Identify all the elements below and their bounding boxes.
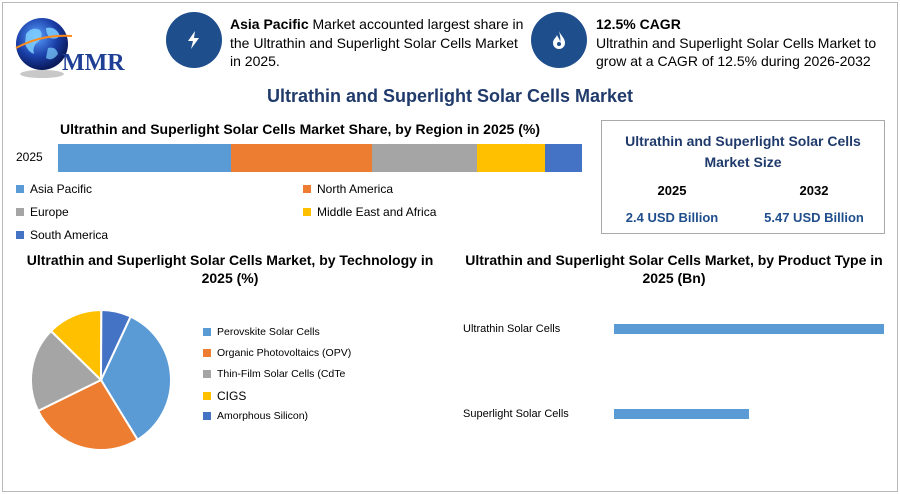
legend-swatch [16,208,24,216]
legend-swatch [16,231,24,239]
region-year-label: 2025 [16,150,43,164]
legend-swatch [16,185,24,193]
pie-slice-thin-film-solar-cells-cdte [30,329,103,413]
bar-label-ultrathin-solar-cells: Ultrathin Solar Cells [463,323,561,335]
main-title: Ultrathin and Superlight Solar Cells Mar… [266,86,634,106]
bar-segment-north-america [230,144,373,172]
legend-item-south-america: South America [16,228,108,242]
bar-superlight-solar-cells [614,409,749,419]
globe-icon [15,18,73,78]
highlight-asia-pacific: Asia Pacific Market accounted largest sh… [230,16,524,69]
legend-item-europe: Europe [16,205,69,219]
bar-segment-asia-pacific [58,144,231,172]
legend-item-perovskite-solar-cells: Perovskite Solar Cells [203,326,320,338]
pie-slice-cigs [49,309,103,383]
legend-label: Europe [30,205,69,219]
legend-label: Asia Pacific [30,182,93,196]
logo-text: MMR [62,50,125,76]
bar-segment-europe [372,144,478,172]
legend-label: Perovskite Solar Cells [217,326,320,338]
bar-segment-south-america [545,144,582,172]
legend-label: Organic Photovoltaics (OPV) [217,347,352,359]
legend-label: CIGS [217,389,247,403]
product-chart-title: Ultrathin and Superlight Solar Cells Mar… [465,252,883,286]
legend-item-asia-pacific: Asia Pacific [16,182,92,196]
market-size-box: Ultrathin and Superlight Solar Cells Mar… [601,120,885,234]
region-stacked-bar [58,144,582,172]
legend-swatch [303,185,311,193]
highlight-cagr: 12.5% CAGR Ultrathin and Superlight Solar… [596,16,877,69]
legend-swatch [203,392,211,400]
legend-label: South America [30,228,109,242]
bar-ultrathin-solar-cells [614,324,884,334]
legend-swatch [203,328,211,336]
region-chart-title: Ultrathin and Superlight Solar Cells Mar… [60,121,540,137]
legend-swatch [203,370,211,378]
legend-item-north-america: North America [303,182,393,196]
pie-slice-organic-photovoltaics-opv [36,378,139,451]
technology-pie-chart [30,308,172,451]
legend-label: Thin-Film Solar Cells (CdTe [217,368,346,380]
size-year-2025: 2025 [657,183,687,198]
legend-label: North America [317,182,394,196]
legend-item-cigs: CIGS [203,389,246,403]
legend-swatch [203,349,211,357]
technology-chart-title: Ultrathin and Superlight Solar Cells Mar… [26,252,434,286]
bar-segment-middle-east-and-africa [477,144,546,172]
flame-icon [531,12,587,68]
lightning-icon [166,12,222,68]
legend-swatch [303,208,311,216]
mmr-logo: MMR [12,14,142,80]
legend-item-middle-east-and-africa: Middle East and Africa [303,205,436,219]
legend-item-organic-photovoltaics-opv: Organic Photovoltaics (OPV) [203,347,351,359]
pie-slice-amorphous-silicon [100,308,132,381]
legend-label: Middle East and Africa [317,205,437,219]
legend-item-amorphous-silicon: Amorphous Silicon) [203,410,308,422]
pie-slice-perovskite-solar-cells [99,315,172,442]
legend-swatch [203,412,211,420]
bar-label-superlight-solar-cells: Superlight Solar Cells [463,408,569,420]
size-year-2032: 2032 [799,183,829,198]
size-value-2032: 5.47 USD Billion [764,210,864,225]
market-size-title: Ultrathin and Superlight Solar Cells Mar… [625,133,861,170]
size-value-2025: 2.4 USD Billion [625,210,719,225]
legend-label: Amorphous Silicon) [217,410,309,422]
legend-item-thin-film-solar-cells-cdte: Thin-Film Solar Cells (CdTe [203,368,345,380]
